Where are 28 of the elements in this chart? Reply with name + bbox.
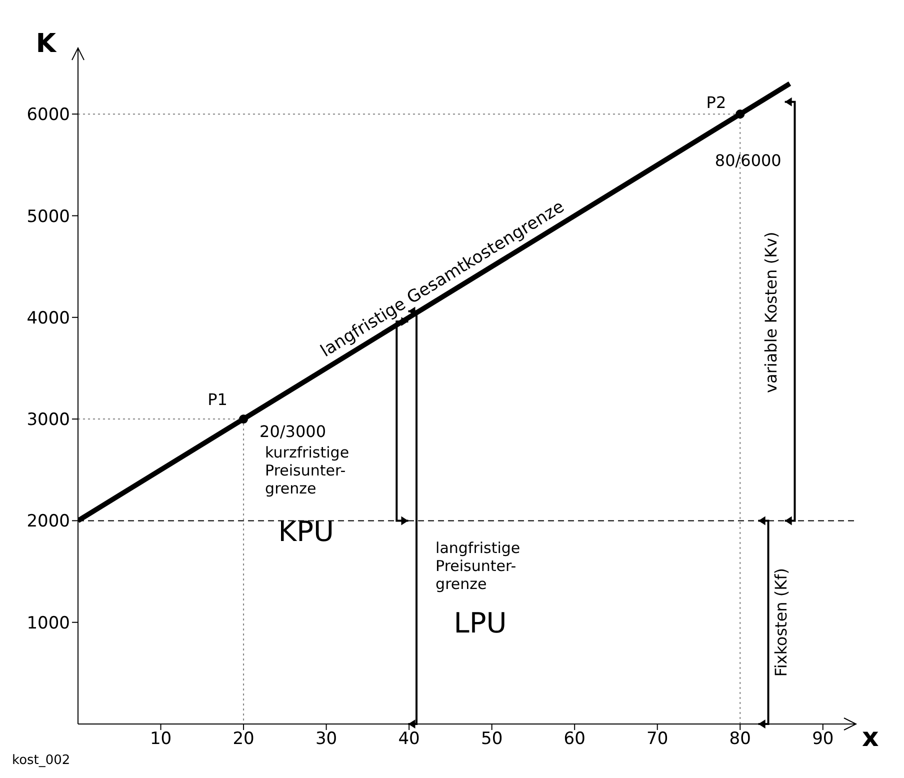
y-tick-label: 2000: [26, 512, 70, 532]
annotation: 80/6000: [714, 151, 782, 170]
x-tick-label: 40: [398, 729, 420, 750]
x-tick-label: 10: [150, 729, 172, 750]
annotation: LPU: [454, 606, 507, 640]
y-axis-title: K: [36, 29, 57, 59]
annotation: 20/3000: [260, 422, 326, 442]
x-axis-title: x: [862, 723, 879, 753]
annotation: kurzfristige Preisunter- grenze: [265, 444, 350, 498]
annotation: P2: [706, 93, 726, 112]
y-tick-label: 6000: [26, 105, 70, 126]
x-tick-label: 90: [812, 729, 834, 750]
y-tick-label: 1000: [26, 613, 70, 634]
y-tick-label: 4000: [26, 308, 70, 328]
annotation: variable Kosten (Kv): [762, 232, 781, 393]
x-tick-label: 20: [232, 729, 254, 750]
annotation: Fixkosten (Kf): [771, 568, 790, 677]
annotation: P1: [208, 390, 228, 410]
x-tick-label: 60: [564, 729, 586, 750]
y-tick-label: 5000: [26, 206, 70, 227]
text: kost_002: [12, 753, 70, 768]
annotation: langfristige Preisunter- grenze: [436, 539, 520, 594]
y-tick-label: 3000: [26, 410, 70, 430]
x-tick-label: 70: [646, 729, 668, 750]
x-tick-label: 50: [481, 729, 503, 750]
x-tick-label: 30: [315, 729, 338, 750]
annotation: KPU: [278, 515, 334, 548]
x-tick-label: 80: [729, 729, 751, 750]
